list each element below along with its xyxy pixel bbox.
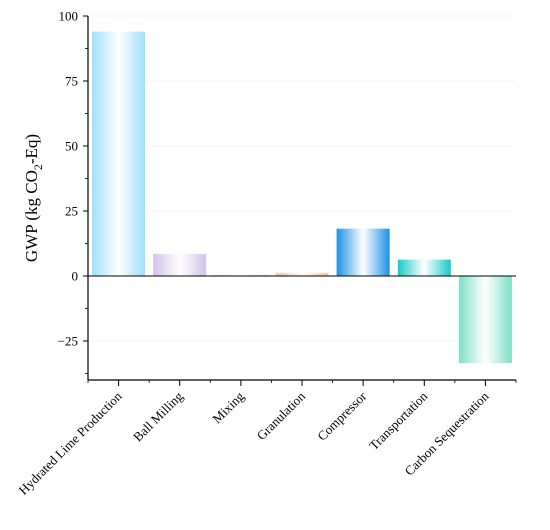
x-ticks: Hydrated Lime Production Ball Milling Mixi… xyxy=(16,380,517,498)
bars xyxy=(92,31,512,364)
x-tick-label: Granulation xyxy=(254,388,309,443)
bar xyxy=(458,276,512,364)
axes xyxy=(87,16,516,381)
y-tick-label: 100 xyxy=(59,9,79,24)
bar xyxy=(92,31,146,276)
bar xyxy=(275,272,329,276)
y-tick-label: 75 xyxy=(65,74,78,89)
x-tick-label: Hydrated Lime Production xyxy=(16,388,126,498)
bar xyxy=(214,274,268,276)
x-tick-label: Ball Milling xyxy=(130,388,186,444)
y-tick-label: 0 xyxy=(72,269,79,284)
bar xyxy=(153,253,207,276)
y-axis-title-tail: -Eq) xyxy=(22,134,41,164)
grid-lines xyxy=(88,15,516,342)
y-axis-title: GWP (kg CO2-Eq) xyxy=(22,134,45,262)
y-axis-title-sub: 2 xyxy=(31,164,45,170)
y-ticks: −25 0 25 50 75 100 xyxy=(58,9,88,374)
y-axis-title-main: GWP (kg CO xyxy=(22,170,41,262)
y-tick-label: 50 xyxy=(65,139,78,154)
y-tick-label: −25 xyxy=(58,334,78,349)
x-tick-label: Transportation xyxy=(366,388,431,453)
bar xyxy=(336,228,390,276)
y-tick-label: 25 xyxy=(65,204,78,219)
x-tick-label: Mixing xyxy=(209,388,247,426)
x-tick-label: Compressor xyxy=(314,388,370,444)
bar xyxy=(397,259,451,276)
